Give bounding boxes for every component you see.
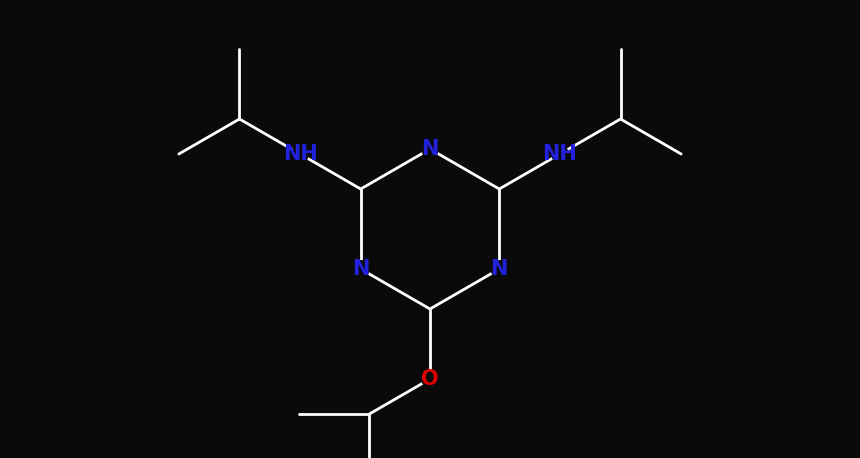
Circle shape bbox=[353, 261, 369, 277]
Circle shape bbox=[491, 261, 507, 277]
Circle shape bbox=[551, 146, 568, 162]
Text: N: N bbox=[352, 259, 370, 279]
Circle shape bbox=[421, 141, 439, 157]
Circle shape bbox=[292, 146, 309, 162]
Text: N: N bbox=[490, 259, 508, 279]
Text: O: O bbox=[421, 369, 439, 389]
Text: N: N bbox=[421, 139, 439, 159]
Circle shape bbox=[421, 371, 439, 387]
Text: NH: NH bbox=[543, 144, 577, 164]
Text: NH: NH bbox=[283, 144, 317, 164]
